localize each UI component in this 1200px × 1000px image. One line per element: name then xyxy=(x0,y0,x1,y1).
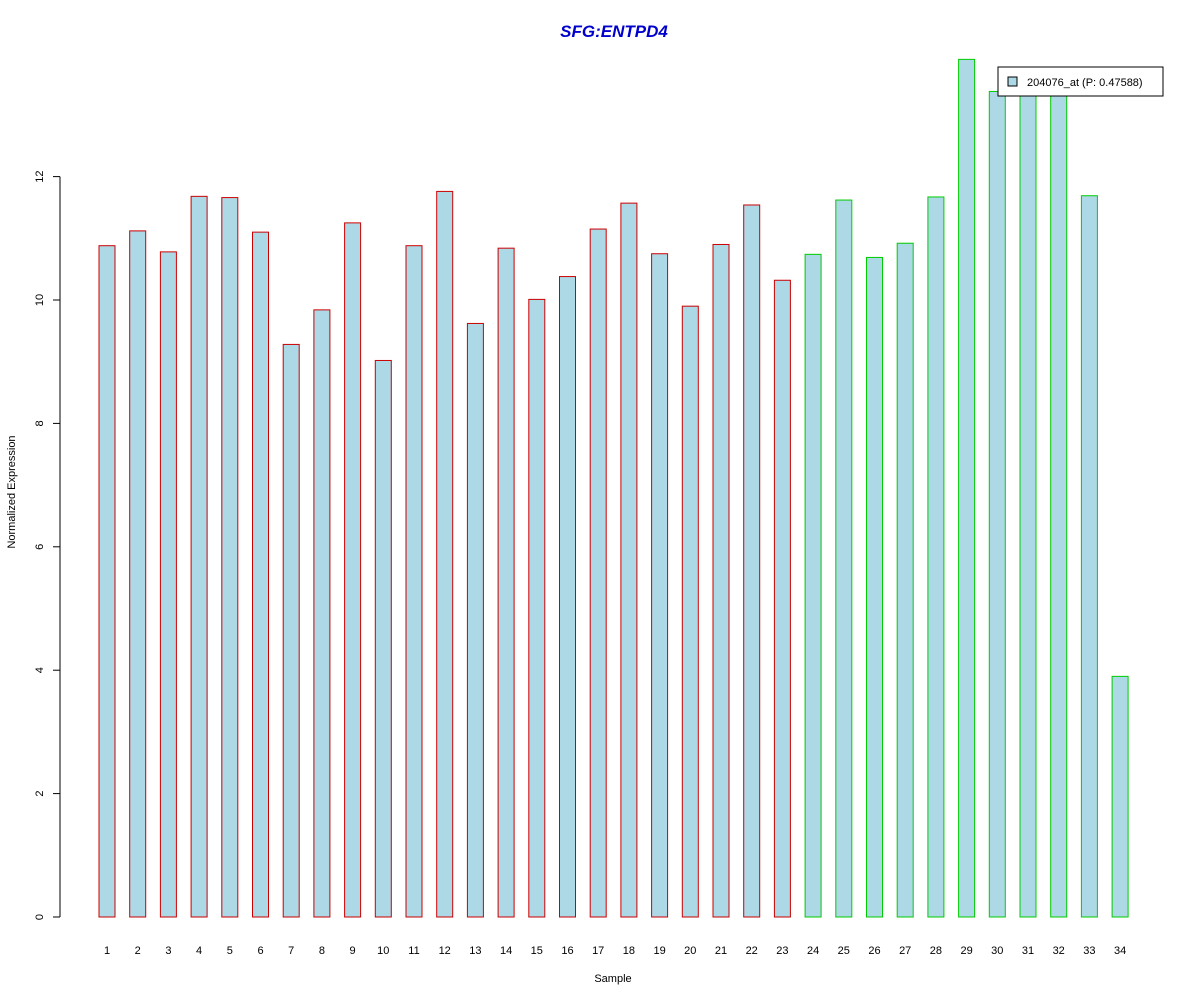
bar-sample-17 xyxy=(589,228,607,918)
legend-entry-label: 204076_at (P: 0.47588) xyxy=(1027,77,1143,89)
bar-sample-2 xyxy=(129,230,147,918)
bar-sample-32 xyxy=(1050,88,1068,918)
bar-sample-3 xyxy=(159,251,177,918)
x-tick-label: 19 xyxy=(653,945,665,957)
bar-sample-23 xyxy=(773,279,791,918)
x-tick-label: 34 xyxy=(1114,945,1126,957)
bar-sample-20 xyxy=(681,305,699,918)
x-tick-label: 5 xyxy=(227,945,233,957)
x-tick-label: 12 xyxy=(439,945,451,957)
bar-sample-25 xyxy=(835,199,853,918)
x-tick-label: 25 xyxy=(838,945,850,957)
x-tick-label: 16 xyxy=(561,945,573,957)
x-tick-label: 17 xyxy=(592,945,604,957)
bar-sample-12 xyxy=(436,190,454,918)
x-tick-label: 22 xyxy=(746,945,758,957)
x-tick-label: 26 xyxy=(868,945,880,957)
bars-group xyxy=(98,58,1129,918)
x-tick-label: 30 xyxy=(991,945,1003,957)
x-tick-label: 31 xyxy=(1022,945,1034,957)
x-tick-label: 24 xyxy=(807,945,819,957)
x-tick-label: 8 xyxy=(319,945,325,957)
x-tick-label: 18 xyxy=(623,945,635,957)
x-tick-label: 1 xyxy=(104,945,110,957)
bar-sample-4 xyxy=(190,195,208,918)
bar-sample-6 xyxy=(252,231,269,918)
chart-title: SFG:ENTPD4 xyxy=(560,22,668,41)
x-tick-label: 33 xyxy=(1083,945,1095,957)
x-tick-label: 21 xyxy=(715,945,727,957)
y-tick-label: 12 xyxy=(34,170,46,182)
bar-sample-16 xyxy=(559,276,576,918)
x-axis-label: Sample xyxy=(594,973,631,985)
legend-swatch xyxy=(1007,76,1018,87)
bar-sample-26 xyxy=(866,256,883,918)
x-tick-label: 13 xyxy=(469,945,481,957)
bar-sample-27 xyxy=(896,242,914,918)
y-tick-label: 8 xyxy=(34,420,46,426)
bar-sample-7 xyxy=(282,343,300,918)
bar-sample-21 xyxy=(712,243,730,918)
legend: 204076_at (P: 0.47588) xyxy=(997,66,1164,97)
y-axis: 0 2 4 6 8 10 12 xyxy=(34,170,61,920)
y-tick-label: 6 xyxy=(34,544,46,550)
bar-sample-24 xyxy=(804,253,822,918)
x-tick-label: 23 xyxy=(776,945,788,957)
x-tick-label: 6 xyxy=(257,945,263,957)
x-tick-label: 29 xyxy=(960,945,972,957)
y-tick-label: 2 xyxy=(34,791,46,797)
x-tick-label: 20 xyxy=(684,945,696,957)
bar-sample-9 xyxy=(344,222,362,918)
bar-sample-28 xyxy=(927,196,945,918)
bar-sample-22 xyxy=(743,204,761,918)
bar-sample-10 xyxy=(374,359,392,918)
bar-sample-30 xyxy=(988,90,1006,918)
x-tick-label: 9 xyxy=(350,945,356,957)
bar-sample-34 xyxy=(1111,675,1129,918)
bar-sample-19 xyxy=(651,253,669,918)
bar-sample-33 xyxy=(1080,195,1098,918)
y-tick-label: 10 xyxy=(34,294,46,306)
y-tick-label: 0 xyxy=(34,914,46,920)
bar-sample-1 xyxy=(98,245,116,918)
bar-sample-13 xyxy=(466,322,484,918)
bar-sample-18 xyxy=(620,202,638,918)
bar-sample-31 xyxy=(1019,88,1037,918)
bar-sample-14 xyxy=(497,247,515,918)
x-tick-label: 11 xyxy=(408,945,419,957)
x-tick-label: 15 xyxy=(531,945,543,957)
y-tick-label: 4 xyxy=(34,667,46,673)
x-tick-label: 27 xyxy=(899,945,911,957)
x-tick-label: 3 xyxy=(165,945,171,957)
bar-sample-8 xyxy=(313,309,331,918)
legend-box xyxy=(997,66,1164,97)
x-tick-label: 10 xyxy=(377,945,389,957)
x-tick-label: 7 xyxy=(288,945,294,957)
bar-sample-11 xyxy=(405,245,423,918)
bar-sample-15 xyxy=(528,298,546,918)
x-tick-label: 28 xyxy=(930,945,942,957)
x-tick-label: 14 xyxy=(500,945,512,957)
x-axis: 1 2 3 4 5 6 7 8 9 10 11 12 13 14 15 16 17 18 19 20 21 22 23 24 2… xyxy=(104,945,1126,957)
x-tick-label: 4 xyxy=(196,945,202,957)
bar-sample-5 xyxy=(221,197,239,918)
x-tick-label: 32 xyxy=(1053,945,1065,957)
x-tick-label: 2 xyxy=(135,945,141,957)
y-axis-label: Normalized Expression xyxy=(6,435,18,548)
bar-sample-29 xyxy=(958,58,976,918)
